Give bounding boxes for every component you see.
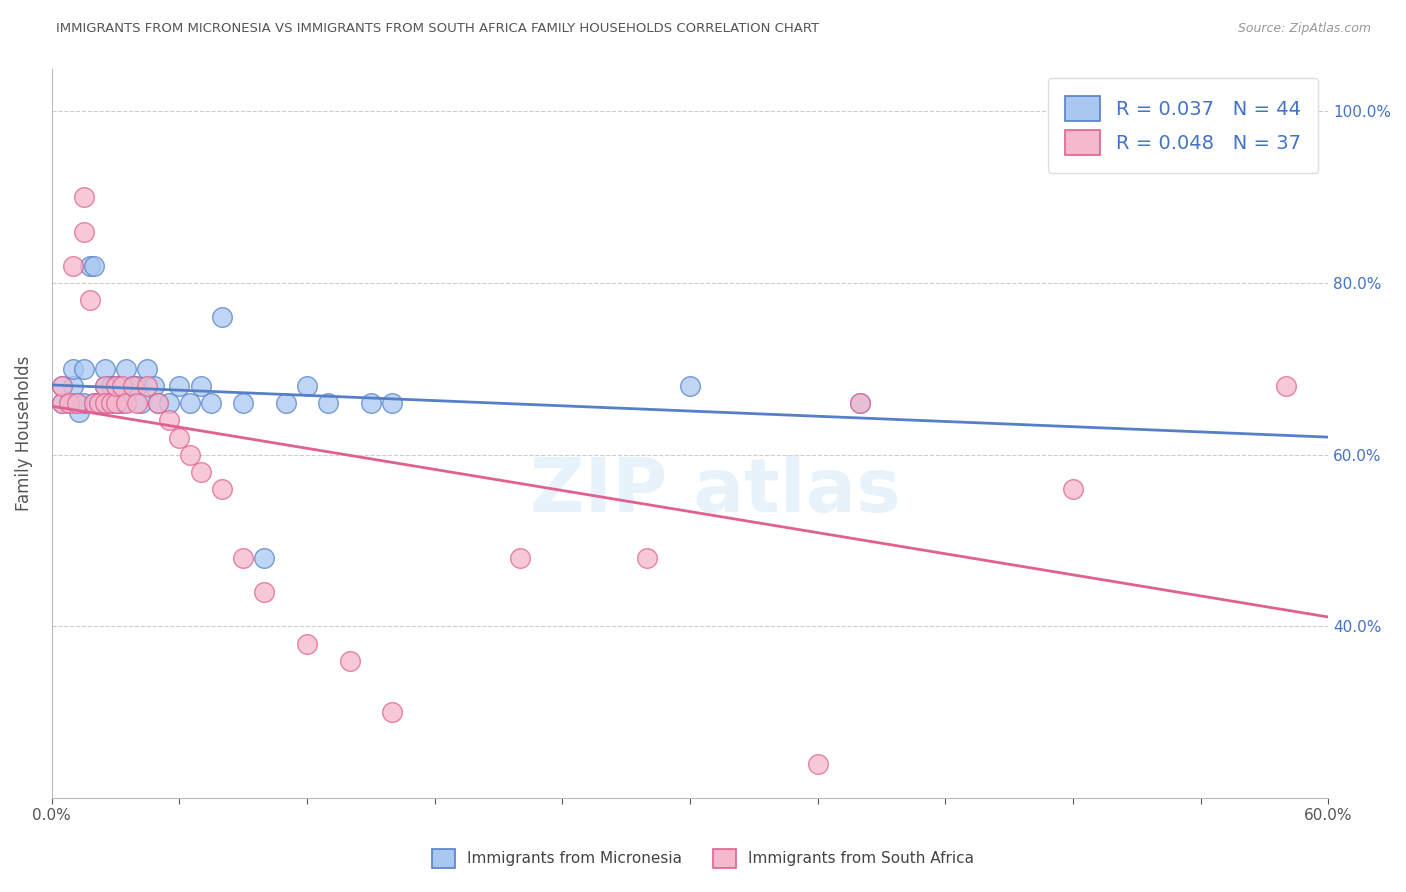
Point [142, 379, 165, 393]
Point [169, 431, 191, 445]
Text: IMMIGRANTS FROM MICRONESIA VS IMMIGRANTS FROM SOUTH AFRICA FAMILY HOUSEHOLDS COR: IMMIGRANTS FROM MICRONESIA VS IMMIGRANTS… [56, 22, 820, 36]
Point [360, 396, 382, 410]
Point [381, 705, 404, 719]
Point [200, 396, 222, 410]
Point [636, 550, 658, 565]
Point [66, 396, 89, 410]
Point [274, 396, 297, 410]
Point [190, 465, 212, 479]
Point [67, 405, 90, 419]
Point [66, 396, 89, 410]
Point [1274, 379, 1296, 393]
Point [157, 413, 180, 427]
Point [157, 396, 180, 410]
Point [51, 379, 73, 393]
Point [232, 396, 254, 410]
Point [62, 396, 84, 410]
Point [62, 259, 84, 273]
Point [806, 756, 828, 771]
Point [94, 379, 117, 393]
Point [295, 636, 318, 650]
Point [1062, 482, 1084, 496]
Legend: Immigrants from Micronesia, Immigrants from South Africa: Immigrants from Micronesia, Immigrants f… [420, 837, 986, 880]
Point [211, 482, 233, 496]
Point [339, 654, 361, 668]
Point [111, 396, 134, 410]
Point [179, 448, 201, 462]
Point [111, 379, 134, 393]
Point [83, 396, 105, 410]
Point [73, 396, 96, 410]
Point [121, 379, 143, 393]
Point [104, 396, 127, 410]
Point [179, 396, 201, 410]
Point [146, 396, 169, 410]
Point [509, 550, 531, 565]
Point [87, 396, 110, 410]
Point [87, 396, 110, 410]
Point [679, 379, 702, 393]
Point [125, 379, 148, 393]
Point [211, 310, 233, 325]
Point [121, 379, 143, 393]
Point [62, 362, 84, 376]
Point [83, 396, 105, 410]
Point [104, 396, 127, 410]
Point [79, 293, 101, 308]
Point [295, 379, 318, 393]
Point [169, 379, 191, 393]
Y-axis label: Family Households: Family Households [15, 356, 32, 511]
Point [62, 379, 84, 393]
Point [190, 379, 212, 393]
Point [146, 396, 169, 410]
Point [849, 396, 872, 410]
Point [136, 362, 159, 376]
Point [73, 190, 96, 204]
Point [115, 396, 138, 410]
Point [83, 259, 105, 273]
Point [94, 396, 117, 410]
Point [73, 225, 96, 239]
Point [849, 396, 872, 410]
Point [232, 550, 254, 565]
Point [100, 396, 122, 410]
Point [316, 396, 339, 410]
Point [253, 550, 276, 565]
Point [136, 379, 159, 393]
Point [100, 379, 122, 393]
Point [51, 379, 73, 393]
Point [129, 396, 152, 410]
Point [58, 396, 80, 410]
Legend: R = 0.037   N = 44, R = 0.048   N = 37: R = 0.037 N = 44, R = 0.048 N = 37 [1047, 78, 1319, 173]
Point [100, 396, 122, 410]
Text: Source: ZipAtlas.com: Source: ZipAtlas.com [1237, 22, 1371, 36]
Point [104, 379, 127, 393]
Point [125, 396, 148, 410]
Point [73, 362, 96, 376]
Point [51, 396, 73, 410]
Point [381, 396, 404, 410]
Point [58, 396, 80, 410]
Point [94, 396, 117, 410]
Point [51, 396, 73, 410]
Point [79, 259, 101, 273]
Point [104, 379, 127, 393]
Point [253, 585, 276, 599]
Point [115, 362, 138, 376]
Point [94, 379, 117, 393]
Text: ZIP atlas: ZIP atlas [530, 455, 901, 528]
Point [94, 362, 117, 376]
